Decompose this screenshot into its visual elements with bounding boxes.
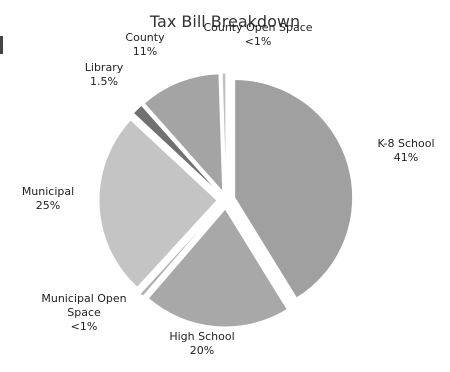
slice-municipal-open-space [139, 206, 221, 297]
slice-k-8-school [234, 79, 354, 299]
label-municipal: Municipal 25% [22, 185, 74, 212]
label-k-8-school: K-8 School 41% [377, 137, 434, 164]
label-library: Library 1.5% [85, 61, 124, 88]
slice-high-school [147, 208, 288, 328]
slice-library [132, 104, 221, 194]
chart-title: Tax Bill Breakdown [149, 12, 300, 31]
label-high-school: High School 20% [169, 330, 234, 357]
label-county-open-space: County Open Space <1% [203, 21, 312, 48]
slice-county-open-space [221, 72, 227, 192]
pie-slices [98, 72, 354, 328]
slice-municipal [98, 119, 218, 289]
slice-county [143, 73, 224, 194]
label-county: County 11% [125, 31, 165, 58]
label-municipal-open-space: Municipal Open Space <1% [41, 292, 126, 333]
pie-labels: K-8 School 41% High School 20% Municipal Ope… [22, 21, 435, 357]
edge-artifact [0, 36, 3, 54]
